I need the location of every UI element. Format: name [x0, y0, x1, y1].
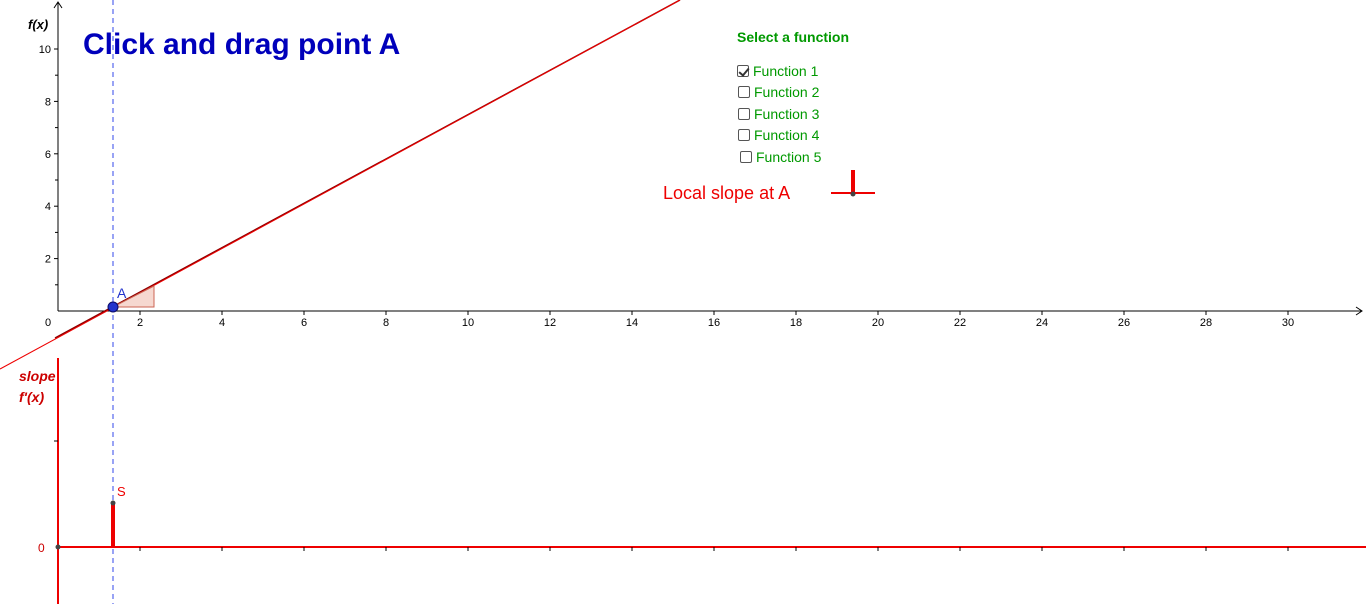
- y-tick-label: 4: [45, 201, 51, 213]
- f-of-x-axis-label: f(x): [28, 17, 49, 32]
- checkbox-icon[interactable]: [740, 151, 752, 163]
- slope-zero-label: 0: [38, 541, 45, 555]
- checkbox-icon[interactable]: [738, 86, 750, 98]
- y-axis-arrow: [53, 1, 63, 9]
- x-tick-label: 20: [872, 317, 884, 329]
- x-tick-label: 2: [137, 317, 143, 329]
- x-tick-label: 14: [626, 317, 638, 329]
- function-label: Function 2: [754, 84, 820, 100]
- point-s-label: S: [117, 484, 126, 499]
- x-tick-label: 16: [708, 317, 720, 329]
- checkbox-icon[interactable]: [738, 129, 750, 141]
- point-s: [110, 500, 116, 506]
- y-tick-label: 2: [45, 254, 51, 266]
- x-axis-arrow: [1355, 306, 1363, 316]
- page-title: Click and drag point A: [83, 28, 401, 61]
- x-tick-label: 18: [790, 317, 802, 329]
- function-label: Function 1: [753, 63, 819, 79]
- x-tick-label: 30: [1282, 317, 1294, 329]
- x-tick-label: 28: [1200, 317, 1212, 329]
- x-tick-label: 6: [301, 317, 307, 329]
- function-label: Function 3: [754, 106, 820, 122]
- y-tick-label: 10: [39, 44, 51, 56]
- function-2-checkbox[interactable]: Function 2: [738, 83, 819, 101]
- x-tick-label: 4: [219, 317, 225, 329]
- x-tick-label: 26: [1118, 317, 1130, 329]
- x-tick-label: 10: [462, 317, 474, 329]
- x-tick-label: 12: [544, 317, 556, 329]
- y-tick-label: 8: [45, 96, 51, 108]
- local-slope-dot: [850, 191, 856, 197]
- slope-triangle: [112, 285, 155, 308]
- origin-label: 0: [45, 317, 51, 329]
- x-tick-label: 24: [1036, 317, 1048, 329]
- function-1-checkbox[interactable]: Function 1: [737, 62, 818, 80]
- local-slope-label: Local slope at A: [663, 183, 791, 203]
- x-tick-label: 22: [954, 317, 966, 329]
- function-panel-title: Select a function: [737, 29, 850, 45]
- function-3-checkbox[interactable]: Function 3: [738, 105, 819, 123]
- point-a[interactable]: [107, 301, 119, 313]
- x-tick-label: 8: [383, 317, 389, 329]
- point-a-label: A: [117, 285, 127, 301]
- function-label: Function 5: [756, 149, 822, 165]
- derivative-axis-label: f'(x): [19, 389, 45, 405]
- slope-axis-label: slope: [19, 368, 56, 384]
- function-5-checkbox[interactable]: Function 5: [740, 148, 821, 166]
- checkbox-icon[interactable]: [737, 65, 749, 77]
- slope-origin-point: [55, 544, 61, 550]
- function-label: Function 4: [754, 127, 820, 143]
- y-tick-label: 6: [45, 149, 51, 161]
- function-4-checkbox[interactable]: Function 4: [738, 126, 819, 144]
- checkbox-icon[interactable]: [738, 108, 750, 120]
